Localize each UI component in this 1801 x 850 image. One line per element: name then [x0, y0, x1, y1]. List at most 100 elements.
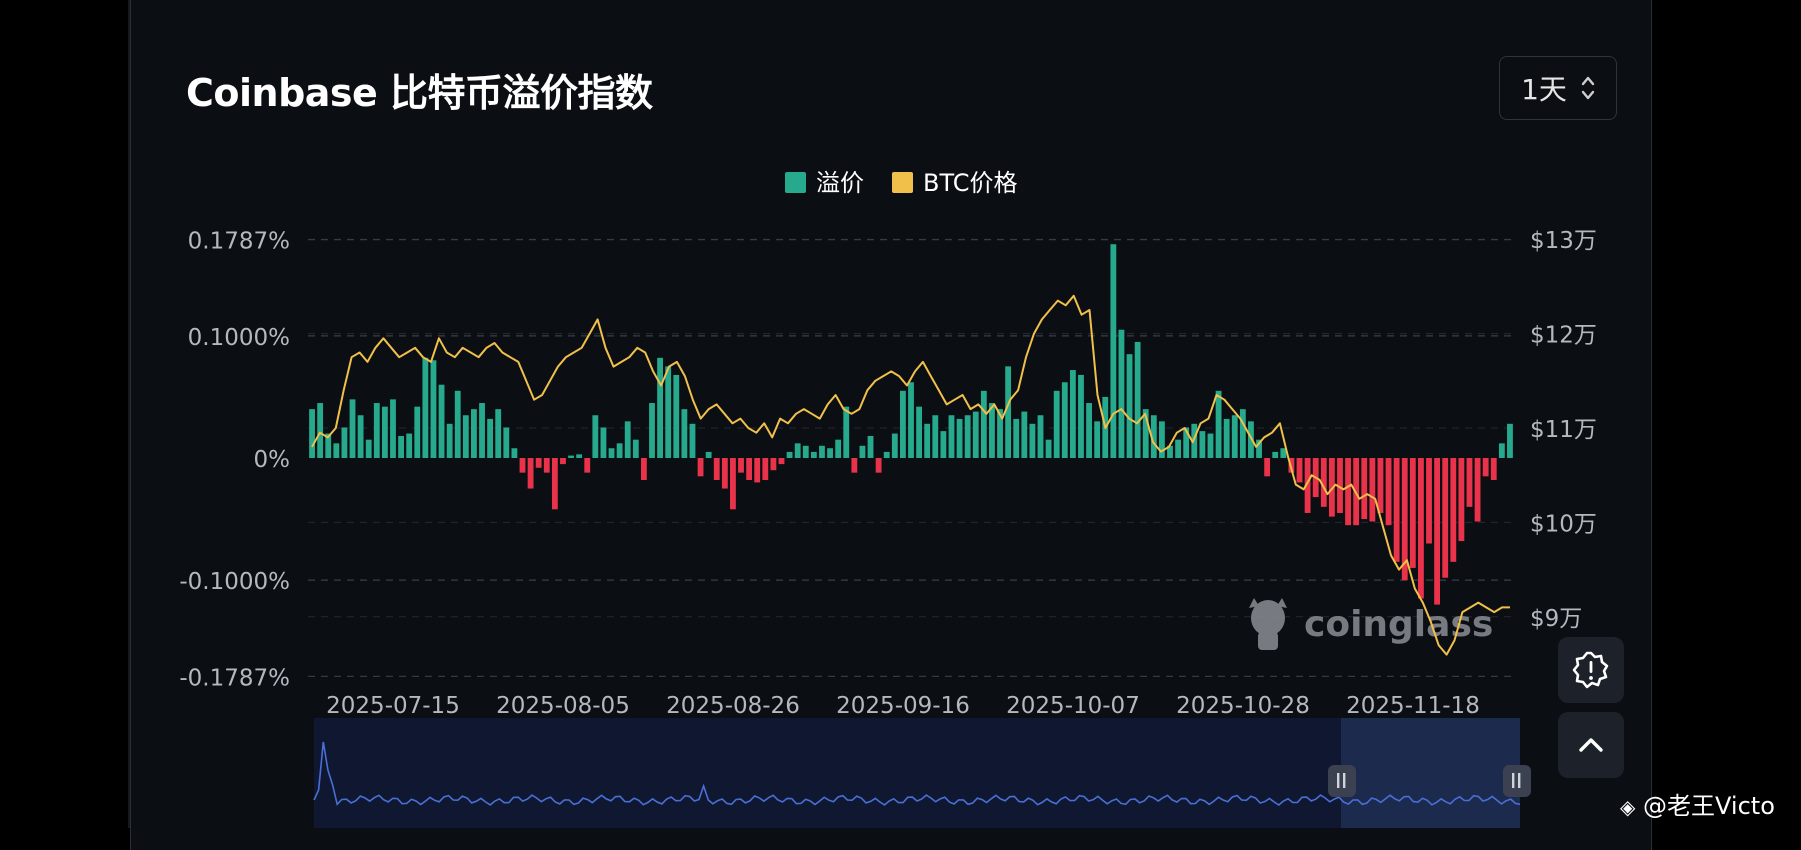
- period-select-value: 1天: [1521, 73, 1567, 106]
- premium-bar: [713, 458, 720, 480]
- premium-bar: [908, 382, 914, 458]
- watermark-brand: coinglass: [1304, 604, 1493, 645]
- premium-bar: [1280, 448, 1287, 458]
- premium-bar: [584, 458, 591, 473]
- premium-bar: [738, 458, 744, 473]
- y-left-tick-label: 0%: [254, 447, 291, 473]
- premium-bar: [1029, 423, 1036, 458]
- premium-bar: [875, 458, 882, 473]
- premium-bar: [843, 406, 850, 458]
- premium-bar: [519, 458, 526, 473]
- premium-bar: [1369, 458, 1376, 522]
- premium-bar: [1126, 354, 1133, 458]
- premium-bar: [1377, 458, 1384, 513]
- premium-bar: [1409, 458, 1416, 568]
- premium-bar: [462, 415, 469, 458]
- premium-bar: [422, 357, 429, 458]
- premium-bar: [1215, 390, 1222, 458]
- legend-item-premium[interactable]: 溢价: [785, 169, 864, 197]
- x-tick-label: 2025-09-16: [836, 693, 970, 719]
- premium-bar: [1086, 403, 1092, 458]
- premium-bar: [1053, 390, 1060, 458]
- y-right-tick-label: $9万: [1530, 606, 1582, 632]
- premium-bar: [1296, 458, 1303, 483]
- premium-bar: [576, 454, 583, 458]
- premium-bar: [1264, 458, 1271, 477]
- premium-bar: [916, 406, 923, 458]
- premium-bar: [430, 360, 437, 458]
- navigator-handle-right[interactable]: [1503, 765, 1531, 797]
- y-left-tick-label: 0.1000%: [188, 325, 290, 351]
- premium-bar: [616, 443, 623, 458]
- premium-bar: [899, 390, 906, 458]
- premium-bar: [778, 458, 785, 465]
- premium-bar: [1256, 439, 1262, 458]
- premium-bar: [381, 406, 388, 458]
- premium-bar: [1045, 439, 1052, 458]
- range-navigator[interactable]: [313, 718, 1531, 828]
- premium-bar: [632, 439, 639, 458]
- premium-bar: [657, 357, 663, 458]
- premium-bar: [1361, 458, 1368, 520]
- premium-bar: [1337, 458, 1343, 513]
- premium-bar: [1183, 427, 1190, 458]
- premium-bar: [446, 423, 453, 458]
- premium-bar: [1304, 458, 1311, 513]
- premium-bar: [1005, 366, 1012, 458]
- premium-bar: [560, 458, 566, 465]
- scroll-top-button[interactable]: [1558, 712, 1624, 778]
- premium-bar: [1175, 439, 1182, 458]
- premium-bar: [1320, 458, 1327, 507]
- legend-swatch-btc-price: [892, 172, 913, 193]
- x-tick-label: 2025-10-28: [1176, 693, 1310, 719]
- premium-bar: [1474, 458, 1481, 522]
- premium-bar: [689, 423, 696, 458]
- premium-bar: [551, 458, 558, 510]
- y-axis-right: $13万 $12万 $11万 $10万 $9万: [1530, 228, 1597, 632]
- diamond-logo-icon: ◈: [1620, 795, 1636, 819]
- premium-bar: [511, 448, 518, 458]
- premium-bar: [859, 445, 866, 458]
- premium-bar: [1061, 382, 1068, 458]
- premium-bar: [754, 458, 761, 483]
- premium-bar: [1069, 370, 1076, 458]
- premium-bar: [730, 458, 736, 510]
- premium-bar: [972, 411, 979, 458]
- premium-bar: [665, 366, 672, 458]
- premium-chart: 溢价 BTC价格 0.1787% 0.1000% 0% -0.1000% -0.1787…: [179, 169, 1597, 828]
- legend-item-btc-price[interactable]: BTC价格: [892, 169, 1017, 197]
- alert-button[interactable]: [1558, 637, 1624, 703]
- premium-bar: [535, 458, 542, 468]
- premium-bar: [1442, 458, 1449, 578]
- premium-bar: [406, 433, 413, 458]
- premium-bar: [1328, 458, 1335, 517]
- premium-bar: [867, 436, 874, 458]
- navigator-selection[interactable]: [1341, 718, 1520, 828]
- premium-bar: [600, 427, 607, 458]
- premium-bar: [438, 384, 445, 458]
- x-axis: 2025-07-15 2025-08-05 2025-08-26 2025-09-16…: [326, 693, 1480, 719]
- premium-bar: [1207, 433, 1214, 458]
- premium-bar: [325, 433, 332, 458]
- premium-bar: [1345, 458, 1351, 526]
- period-select[interactable]: 1天: [1499, 56, 1617, 120]
- navigator-handle-left[interactable]: [1328, 765, 1356, 797]
- alert-badge-icon: [1572, 651, 1609, 689]
- legend-label-btc-price: BTC价格: [923, 169, 1017, 197]
- y-right-tick-label: $10万: [1530, 511, 1597, 537]
- premium-bar: [479, 403, 485, 458]
- user-watermark-text: @老王Victo: [1643, 792, 1775, 820]
- premium-bar: [365, 439, 372, 458]
- y-left-tick-label: 0.1787%: [188, 229, 290, 255]
- y-right-tick-label: $11万: [1530, 417, 1597, 443]
- premium-bar: [503, 427, 510, 458]
- premium-bar: [333, 443, 340, 458]
- premium-bar: [1094, 421, 1101, 458]
- premium-bar: [1142, 409, 1149, 458]
- premium-bar: [1231, 415, 1238, 458]
- premium-bar: [746, 458, 753, 480]
- page-title: Coinbase 比特币溢价指数: [186, 71, 653, 115]
- premium-bar: [1167, 445, 1173, 458]
- x-tick-label: 2025-08-26: [666, 693, 800, 719]
- y-axis-left: 0.1787% 0.1000% 0% -0.1000% -0.1787%: [179, 229, 290, 692]
